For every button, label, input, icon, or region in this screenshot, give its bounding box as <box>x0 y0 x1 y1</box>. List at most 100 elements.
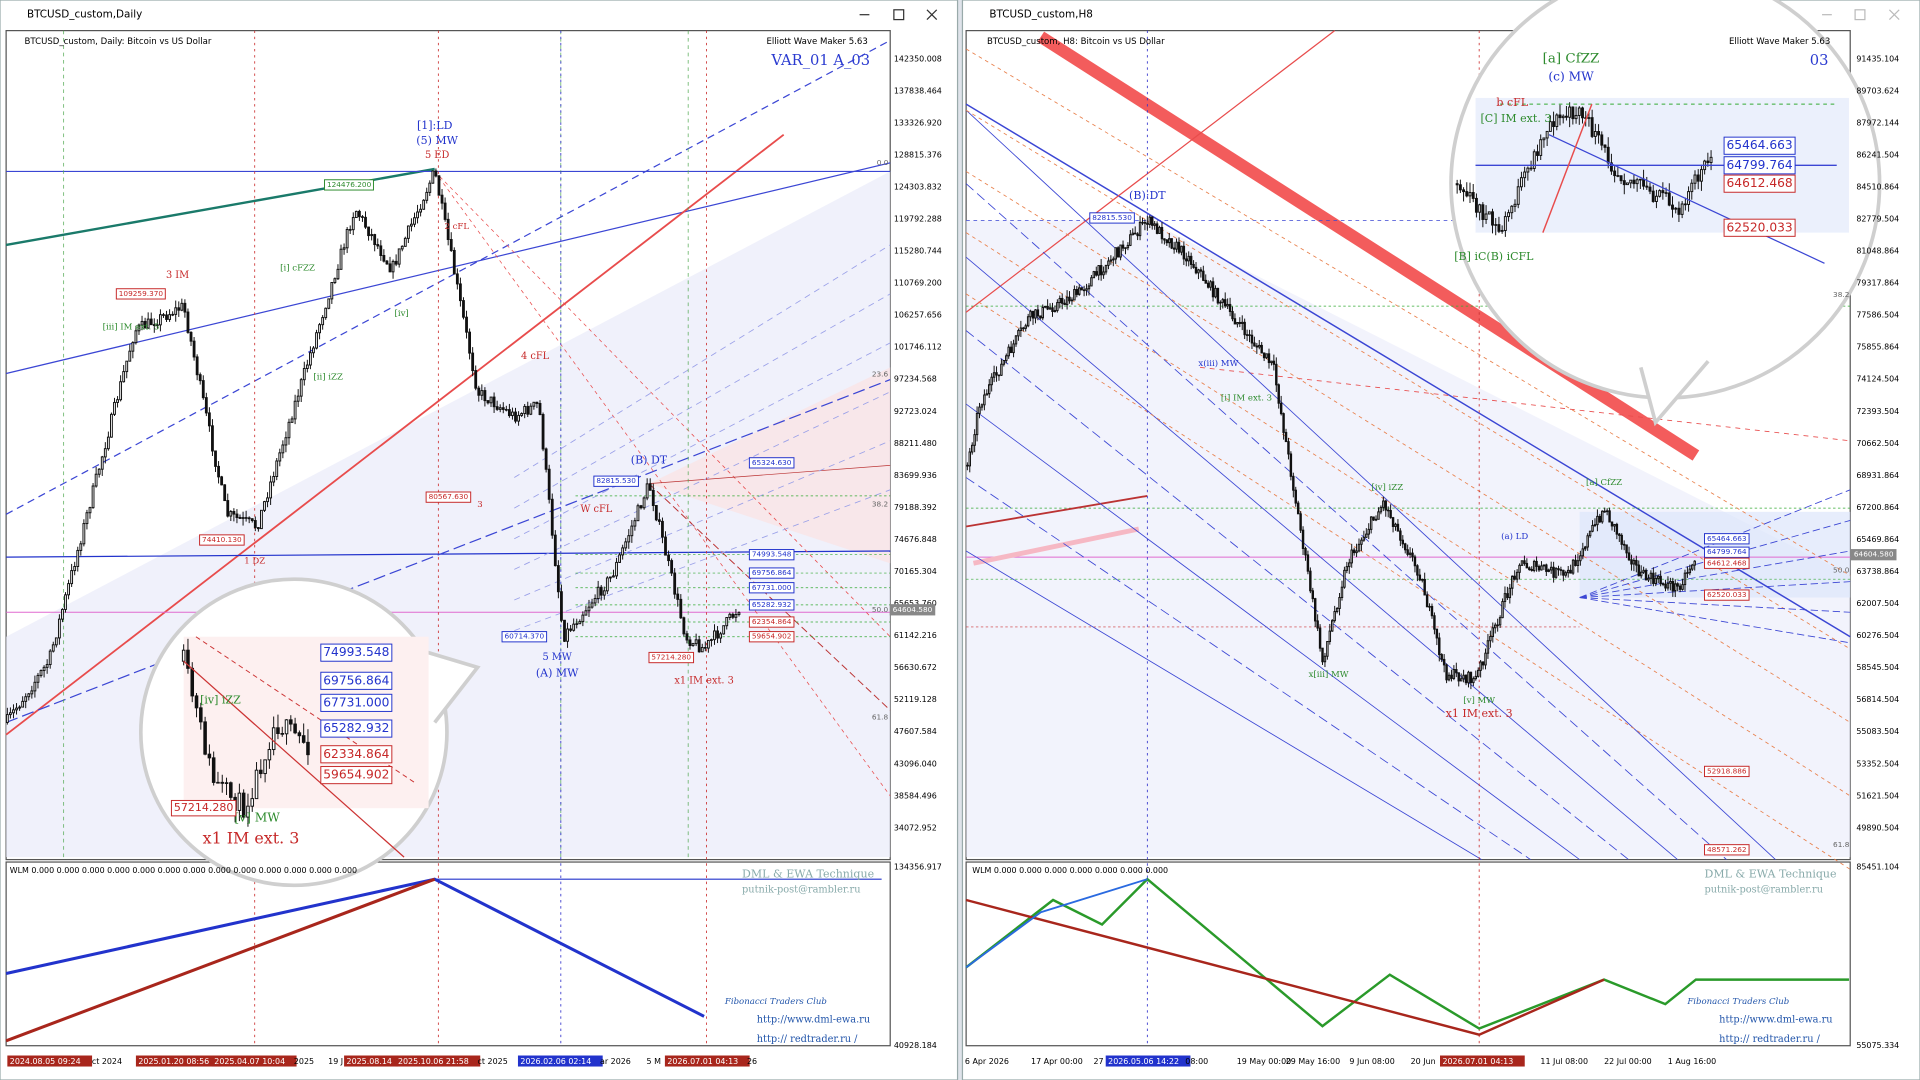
window-title: BTCUSD_custom,Daily <box>27 9 142 21</box>
candle-body <box>978 406 981 414</box>
wave-label: [iv] iZZ <box>1372 483 1404 493</box>
candle-body <box>541 414 545 450</box>
price-axis-label: 67200.864 <box>1856 503 1899 512</box>
candle-body <box>94 473 98 487</box>
candle-body <box>1425 594 1429 608</box>
candle-body <box>1561 115 1565 119</box>
close-button[interactable] <box>1888 9 1900 21</box>
candle-body <box>621 547 625 556</box>
wave-label: x1 IM ext. 3 <box>203 828 300 847</box>
candle-body <box>587 606 591 612</box>
candle-body <box>1185 258 1188 262</box>
time-axis-label: 26 <box>747 1057 757 1066</box>
candle-body <box>691 643 695 647</box>
candle-body <box>713 630 716 641</box>
watermark: Fibonacci Traders Club <box>724 997 827 1007</box>
candle-body <box>1384 500 1387 511</box>
time-highlight <box>7 1055 93 1067</box>
candle-body <box>511 411 514 417</box>
candle-body <box>1462 189 1466 193</box>
trend-line <box>514 342 891 540</box>
candle-body <box>1549 566 1553 571</box>
candle-body <box>1548 121 1552 132</box>
candle-body <box>968 451 971 467</box>
candle-body <box>1571 106 1575 120</box>
zoom-pointer <box>1639 360 1710 427</box>
price-box-label: 82815.530 <box>1092 213 1132 222</box>
candle-body <box>1238 322 1242 324</box>
indicator-name: Elliott Wave Maker 5.63 <box>1729 37 1830 47</box>
candle-body <box>1009 346 1013 354</box>
price-box <box>1723 218 1796 237</box>
candle-body <box>97 468 101 475</box>
candle-body <box>140 320 144 326</box>
candle-body <box>159 314 162 326</box>
candle-body <box>440 194 444 204</box>
candle-body <box>1474 675 1477 680</box>
candle-body <box>1515 571 1519 580</box>
candle-body <box>180 302 184 311</box>
candle-body <box>1119 244 1122 258</box>
candle-body <box>1501 601 1504 619</box>
candle-body <box>719 633 723 639</box>
candle-body <box>266 497 269 503</box>
candle-body <box>627 535 631 543</box>
close-button[interactable] <box>926 9 938 21</box>
candle-body <box>1683 572 1687 586</box>
candle-body <box>501 407 505 410</box>
maximize-button[interactable] <box>1854 9 1866 21</box>
candle-body <box>1168 238 1171 244</box>
candle-body <box>1316 620 1319 629</box>
candle-body <box>189 331 193 342</box>
candle-body <box>1593 524 1597 526</box>
candle-body <box>1469 671 1473 684</box>
time-axis-label: 08:00 <box>1185 1057 1208 1066</box>
candle-body <box>1204 279 1207 284</box>
candle-body <box>1666 582 1670 589</box>
candle-body <box>520 413 524 416</box>
candle-body <box>1535 560 1538 567</box>
candle-body <box>590 602 594 608</box>
candle-body <box>1056 302 1059 312</box>
candle-body <box>162 314 165 316</box>
time-axis-label: 2025.10.06 21:58 <box>398 1057 469 1066</box>
price-box <box>199 534 245 546</box>
price-axis-label: 106257.656 <box>894 311 942 320</box>
price-box-label: 74410.130 <box>202 535 242 544</box>
candle-body <box>553 534 557 567</box>
candle-body <box>260 509 263 530</box>
candle-body <box>382 255 386 262</box>
candle-body <box>287 421 291 439</box>
candle-body <box>1438 637 1441 656</box>
price-axis-label: 84510.864 <box>1856 182 1899 191</box>
candle-body <box>599 586 603 596</box>
indicator-name: Elliott Wave Maker 5.63 <box>767 37 868 47</box>
candle-body <box>1481 661 1485 666</box>
candle-body <box>134 330 138 344</box>
candle-body <box>676 593 680 600</box>
maximize-button[interactable] <box>893 9 905 21</box>
candle-body <box>1338 597 1341 609</box>
candle-body <box>1629 179 1633 184</box>
price-box <box>170 799 237 817</box>
candle-body <box>507 409 511 417</box>
candle-body <box>1365 533 1368 538</box>
candle-body <box>1097 265 1100 276</box>
trend-line <box>965 495 1148 528</box>
candle-body <box>1455 669 1458 674</box>
candle-body <box>1606 146 1610 164</box>
candle-body <box>1566 569 1570 574</box>
price-axis-label: 81048.864 <box>1856 247 1899 256</box>
watermark: Fibonacci Traders Club <box>1686 997 1789 1007</box>
price-box-label: 64604.580 <box>893 605 933 614</box>
candle-body <box>700 647 704 653</box>
price-box <box>748 567 795 579</box>
trend-line <box>514 244 891 478</box>
trend-line <box>965 330 1629 860</box>
price-axis-label: 53352.504 <box>1856 759 1899 768</box>
candle-body <box>615 561 618 577</box>
candle-body <box>1379 506 1383 513</box>
price-box <box>1704 765 1750 778</box>
candle-body <box>1603 510 1606 513</box>
candle-body <box>1406 549 1409 555</box>
